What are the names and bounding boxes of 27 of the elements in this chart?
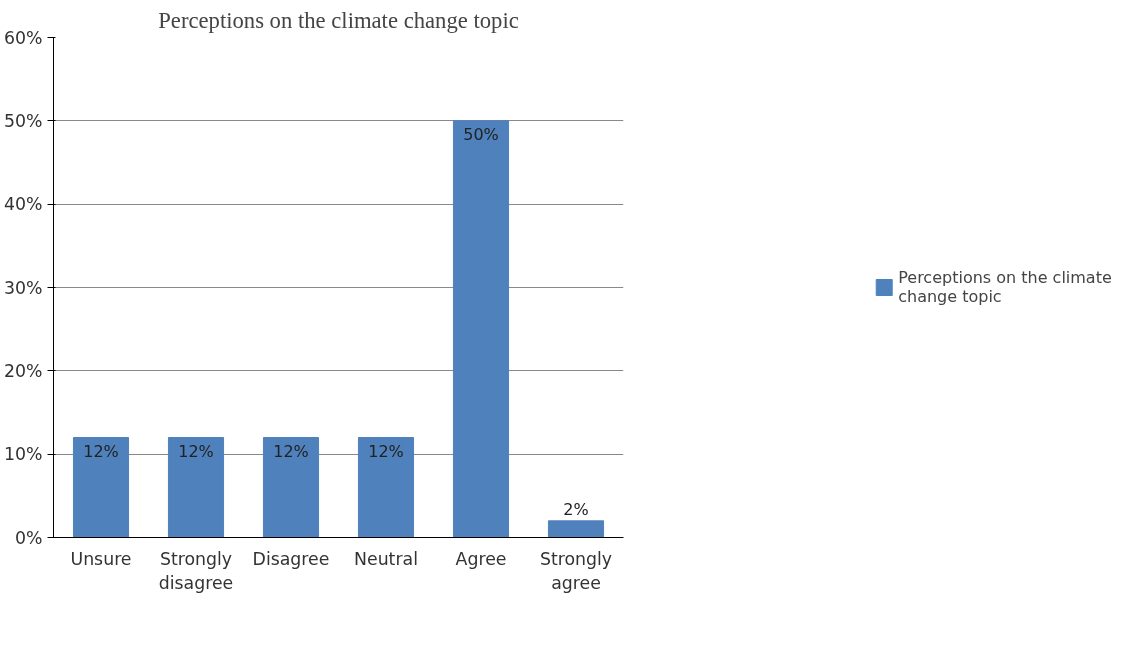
y-tick-label: 30%	[3, 277, 43, 298]
y-tick-label: 60%	[3, 27, 43, 48]
chart-title: Perceptions on the climate change topic	[158, 7, 519, 33]
bar	[547, 520, 605, 538]
data-label: 12%	[178, 441, 214, 461]
bar	[167, 437, 225, 538]
y-tick-label: 40%	[3, 194, 43, 215]
data-label: 12%	[368, 441, 404, 461]
data-label: 12%	[83, 441, 119, 461]
x-tick-label: Disagree	[252, 548, 330, 569]
data-label: 50%	[463, 124, 499, 144]
legend-label: Perceptions on the climate change topic	[898, 268, 1112, 306]
bar	[72, 437, 130, 538]
x-tick-label: Agree	[455, 548, 507, 569]
y-tick-label: 20%	[3, 360, 43, 381]
x-tick-label: Neutral	[354, 548, 418, 569]
bar	[262, 437, 320, 538]
x-tick-label: Strongly disagree	[158, 548, 234, 593]
y-tick-label: 50%	[3, 110, 43, 131]
x-tick-label: Strongly agree	[539, 548, 613, 593]
y-tick-label: 0%	[15, 527, 43, 548]
bar	[452, 120, 510, 538]
data-label: 12%	[273, 441, 309, 461]
bar	[357, 437, 415, 538]
data-label: 2%	[563, 499, 589, 519]
x-tick-label: Unsure	[70, 548, 132, 569]
y-tick-label: 10%	[3, 444, 43, 465]
